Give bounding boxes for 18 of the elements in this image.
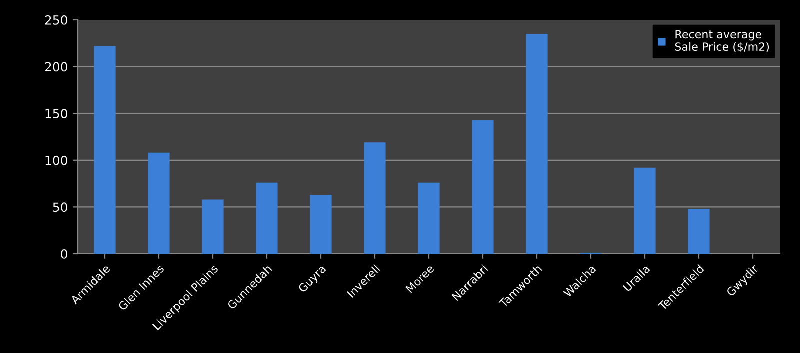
bar: [364, 142, 386, 254]
bar: [472, 120, 494, 254]
y-tick-label: 50: [53, 202, 68, 212]
bar: [634, 168, 656, 254]
y-tick-label: 100: [46, 156, 68, 166]
y-tick-label: 250: [45, 15, 68, 25]
bar: [148, 152, 170, 254]
legend-label: Recent average Sale Price ($/m2): [675, 30, 770, 53]
bar: [256, 182, 278, 254]
bar: [202, 200, 224, 254]
bar: [418, 182, 440, 254]
y-tick-label: 200: [45, 62, 68, 72]
y-tick-label: 150: [46, 109, 68, 119]
bar: [526, 34, 548, 254]
bar: [688, 209, 710, 254]
bar: [310, 195, 332, 254]
y-tick-label: 0: [61, 249, 68, 259]
bar: [94, 46, 116, 254]
